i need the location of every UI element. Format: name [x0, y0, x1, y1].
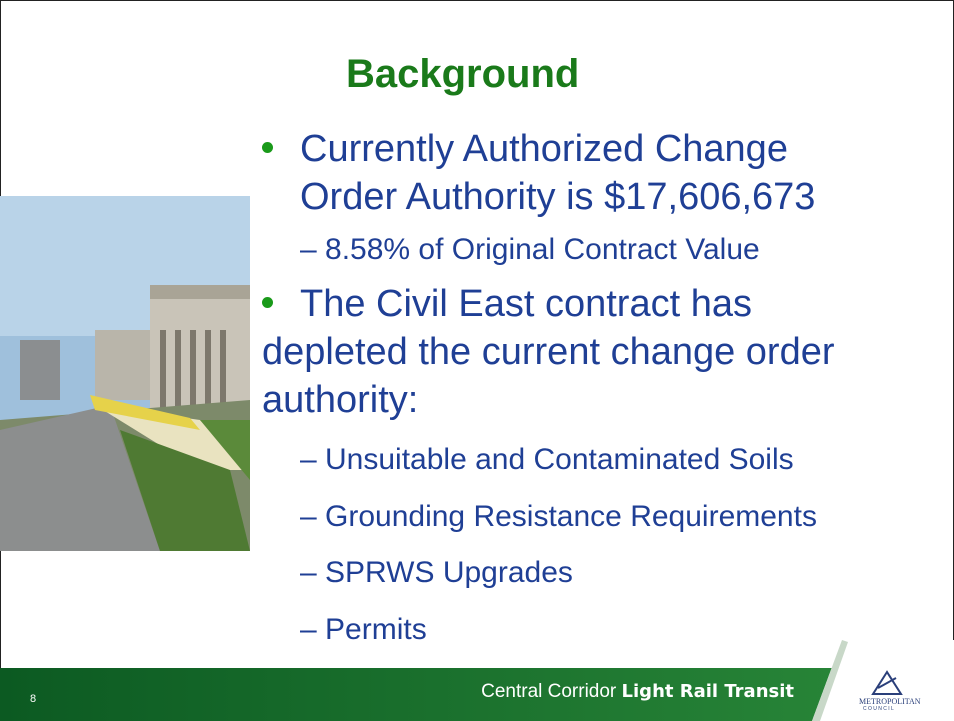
slide: Background Currently Authorized Change O… [0, 0, 954, 721]
rail-illustration [0, 196, 250, 551]
bullet-dot [262, 142, 273, 153]
sub-bullet: – Permits [300, 613, 427, 647]
sub-bullet: – 8.58% of Original Contract Value [300, 233, 760, 267]
bullet-line: Order Authority is $17,606,673 [300, 176, 815, 219]
footer-bar [0, 668, 954, 721]
logo-bottom: C O U N C I L [863, 706, 894, 712]
tagline-text: Central Corridor [481, 681, 616, 702]
footer-tagline: Central Corridor Light Rail Transit [481, 681, 794, 703]
sub-bullet: – SPRWS Upgrades [300, 556, 573, 590]
slide-title: Background [346, 52, 579, 97]
page-number: 8 [30, 693, 36, 705]
sub-bullet: – Unsuitable and Contaminated Soils [300, 443, 794, 477]
sub-bullet: – Grounding Resistance Requirements [300, 500, 817, 534]
tagline-bold: Light Rail Transit [622, 681, 794, 702]
bullet-line: The Civil East contract has [300, 283, 752, 326]
logo-top: METROPOLITAN [859, 697, 921, 706]
bullet-line: depleted the current change order [262, 331, 835, 374]
bullet-line: Currently Authorized Change [300, 128, 788, 171]
bullet-dot [262, 297, 273, 308]
bullet-line: authority: [262, 379, 418, 422]
